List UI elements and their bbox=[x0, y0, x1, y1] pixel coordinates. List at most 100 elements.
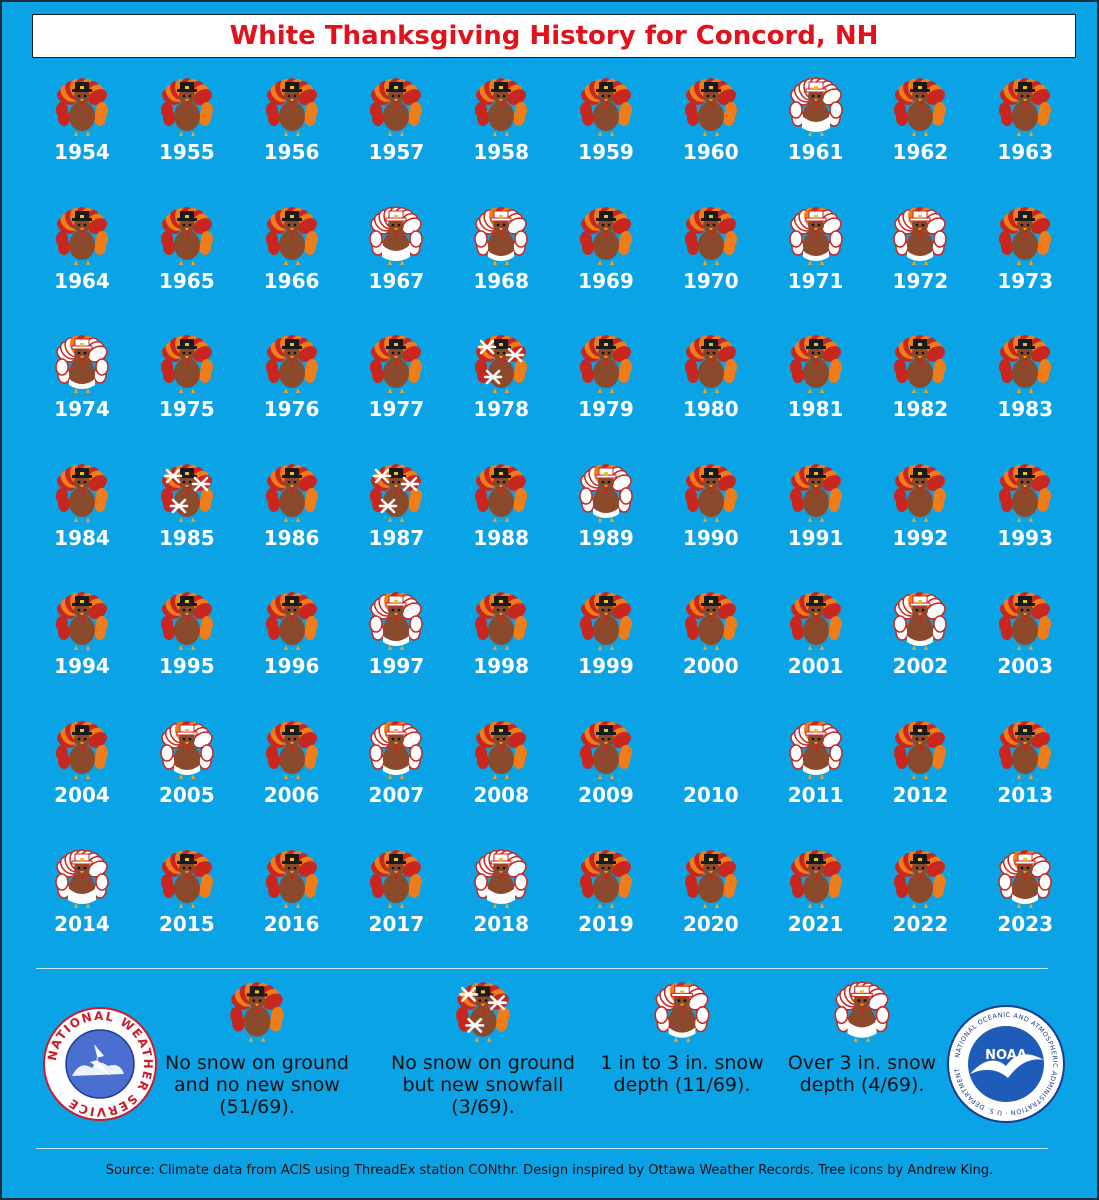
year-cell: 1989 bbox=[554, 460, 658, 570]
legend-label: No snow on ground but new snowfall (3/69… bbox=[391, 1052, 575, 1118]
source-note: Source: Climate data from ACIS using Thr… bbox=[105, 1163, 994, 1178]
year-label: 1974 bbox=[54, 397, 110, 422]
year-label: 2015 bbox=[158, 911, 215, 936]
turkey-icon-none bbox=[475, 463, 528, 522]
year-cell: 1968 bbox=[449, 203, 553, 313]
turkey-icon-none bbox=[894, 463, 947, 522]
year-label: 2018 bbox=[473, 911, 530, 936]
turkey-icon-none bbox=[265, 206, 318, 265]
year-cell: 1993 bbox=[973, 460, 1077, 570]
turkey-icon-none bbox=[999, 721, 1052, 779]
year-cell: 1980 bbox=[659, 331, 763, 441]
legend-turkey-icon-newsnow bbox=[456, 982, 510, 1042]
legend-item-depth1to3: 1 in to 3 in. snow depth (11/69). bbox=[592, 980, 772, 1096]
year-cell: 1983 bbox=[973, 331, 1077, 441]
turkey-icon-none bbox=[684, 335, 737, 394]
noaa-logo-text: NOAA bbox=[985, 1048, 1027, 1063]
year-label: 1966 bbox=[263, 268, 320, 293]
year-label: 1989 bbox=[578, 525, 634, 550]
year-cell: 2013 bbox=[973, 717, 1077, 827]
year-label: 1996 bbox=[263, 654, 320, 679]
turkey-icon-none bbox=[56, 463, 108, 522]
year-label: 1976 bbox=[263, 397, 320, 422]
turkey-icon-none bbox=[265, 721, 318, 779]
year-cell: 1995 bbox=[135, 588, 239, 698]
year-label: 2016 bbox=[263, 911, 320, 936]
turkey-icon-none bbox=[580, 592, 632, 651]
year-label: 2008 bbox=[473, 783, 530, 807]
year-label: 1994 bbox=[54, 654, 110, 679]
year-cell: 2011 bbox=[764, 717, 868, 827]
year-cell: 2004 bbox=[30, 717, 134, 827]
year-label: 2010 bbox=[682, 783, 739, 807]
turkey-icon-depth1to3 bbox=[55, 335, 109, 394]
year-cell: 2005 bbox=[135, 717, 239, 827]
year-label: 1975 bbox=[158, 397, 215, 422]
year-label: 1979 bbox=[578, 397, 634, 422]
year-label: 1967 bbox=[368, 268, 425, 293]
year-cell: 1975 bbox=[135, 331, 239, 441]
turkey-icon-none bbox=[160, 78, 213, 136]
legend-label: Over 3 in. snow depth (4/69). bbox=[787, 1052, 937, 1096]
year-label: 2012 bbox=[892, 783, 949, 807]
legend-item-over3: Over 3 in. snow depth (4/69). bbox=[772, 980, 952, 1096]
year-label: 1958 bbox=[473, 140, 530, 164]
year-label: 2000 bbox=[682, 654, 739, 679]
year-cell: 1962 bbox=[868, 74, 972, 184]
year-cell: 1973 bbox=[973, 203, 1077, 313]
turkey-icon-newsnow bbox=[475, 335, 528, 394]
year-label: 1961 bbox=[787, 140, 844, 164]
year-label: 2004 bbox=[54, 783, 110, 807]
year-cell: 2002 bbox=[868, 588, 972, 698]
divider-top bbox=[36, 968, 1048, 969]
year-label: 1997 bbox=[368, 654, 425, 679]
year-label: 1971 bbox=[787, 268, 844, 293]
year-label: 1978 bbox=[473, 397, 530, 422]
year-label: 2014 bbox=[54, 911, 110, 936]
turkey-icon-none bbox=[894, 849, 947, 908]
turkey-icon-none bbox=[684, 463, 737, 522]
year-label: 1992 bbox=[892, 525, 949, 550]
year-label: 1965 bbox=[158, 268, 215, 293]
turkey-icon-none bbox=[684, 849, 737, 908]
year-cell: 1979 bbox=[554, 331, 658, 441]
year-cell: 2021 bbox=[764, 846, 868, 956]
year-cell: 2006 bbox=[240, 717, 344, 827]
year-cell: 2020 bbox=[659, 846, 763, 956]
turkey-icon-none bbox=[684, 206, 737, 265]
turkey-icon-over3 bbox=[788, 77, 843, 136]
year-label: 2013 bbox=[997, 783, 1054, 807]
turkey-icon-none bbox=[789, 849, 842, 908]
year-cell: 1988 bbox=[449, 460, 553, 570]
year-label: 1998 bbox=[473, 654, 530, 679]
year-cell: 1991 bbox=[764, 460, 868, 570]
year-cell: 2023 bbox=[973, 846, 1077, 956]
year-label: 2006 bbox=[263, 783, 320, 807]
turkey-icon-depth1to3 bbox=[788, 721, 843, 779]
turkey-icon-none bbox=[56, 78, 108, 136]
year-label: 1984 bbox=[54, 525, 110, 550]
turkey-icon-none bbox=[580, 849, 632, 908]
year-label: 2017 bbox=[368, 911, 425, 936]
year-label: 2003 bbox=[997, 654, 1054, 679]
turkey-icon-none bbox=[265, 849, 318, 908]
turkey-icon-depth1to3 bbox=[369, 721, 424, 779]
year-label: 1981 bbox=[787, 397, 844, 422]
turkey-icon-depth1to3 bbox=[160, 721, 214, 779]
nws-logo: NATIONAL WEATHER SERVICE bbox=[43, 1007, 157, 1121]
turkey-icon-none bbox=[789, 592, 842, 651]
year-label: 1957 bbox=[368, 140, 425, 164]
year-cell: 2014 bbox=[30, 846, 134, 956]
year-label: 1985 bbox=[158, 525, 215, 550]
year-label: 1977 bbox=[368, 397, 425, 422]
year-cell: 2015 bbox=[135, 846, 239, 956]
year-label: 1982 bbox=[892, 397, 949, 422]
year-cell: 1976 bbox=[240, 331, 344, 441]
turkey-icon-none bbox=[684, 592, 737, 651]
year-label: 2001 bbox=[787, 654, 844, 679]
year-cell: 1990 bbox=[659, 460, 763, 570]
year-cell: 2007 bbox=[344, 717, 448, 827]
year-label: 2020 bbox=[682, 911, 739, 936]
legend-item-none: No snow on ground and no new snow (51/69… bbox=[152, 980, 362, 1118]
year-label: 1990 bbox=[682, 525, 739, 550]
